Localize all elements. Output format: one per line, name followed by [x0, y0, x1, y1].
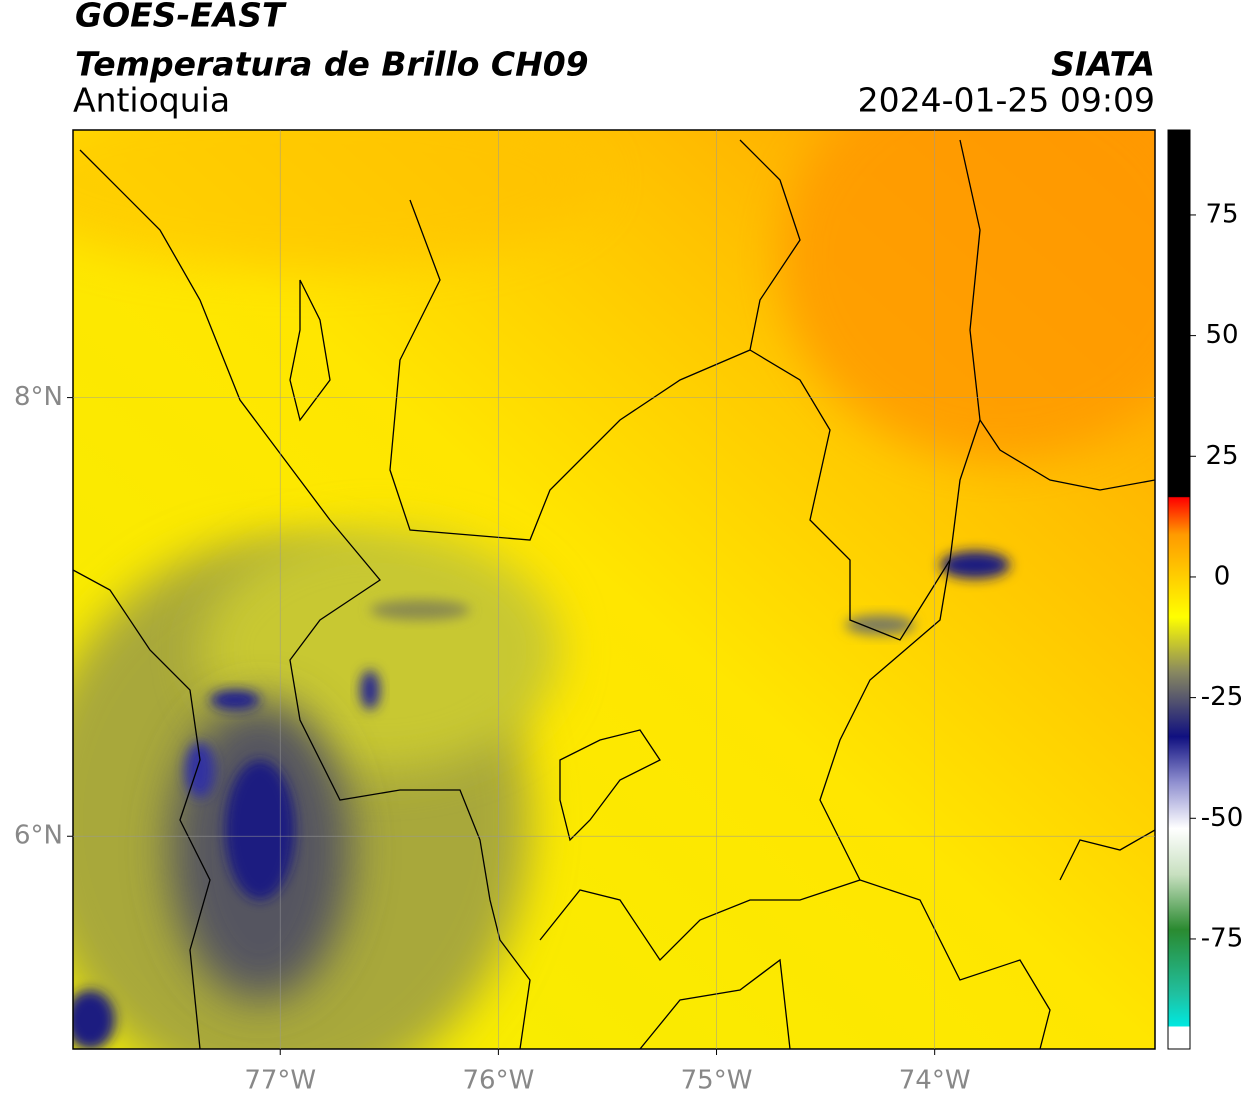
source: SIATA [1051, 45, 1155, 84]
map-frame [72, 129, 1156, 1050]
colorbar [1167, 129, 1191, 1050]
colorbar-tick-label: 0 [1214, 561, 1231, 591]
x-tick-label: 76°W [462, 1066, 534, 1096]
colorbar-tick-label: 50 [1205, 320, 1238, 350]
colorbar-tick-label: -50 [1201, 803, 1243, 833]
x-tick-label: 75°W [681, 1066, 753, 1096]
colorbar-tick-label: 25 [1205, 441, 1238, 471]
x-tick-label: 77°W [244, 1066, 316, 1096]
region: Antioquia [73, 81, 230, 120]
datetime: 2024-01-25 09:09 [858, 81, 1155, 120]
colorbar-tick-label: -25 [1201, 682, 1243, 712]
y-tick-label: 8°N [14, 382, 63, 412]
x-tick-label: 74°W [899, 1066, 971, 1096]
y-tick-label: 6°N [14, 821, 63, 851]
title: GOES-EAST [75, 0, 287, 35]
map-image [73, 130, 1155, 1049]
subtitle: Temperatura de Brillo CH09 [75, 45, 589, 84]
colorbar-tick-label: 75 [1205, 199, 1238, 229]
colorbar-tick-label: -75 [1201, 923, 1243, 953]
